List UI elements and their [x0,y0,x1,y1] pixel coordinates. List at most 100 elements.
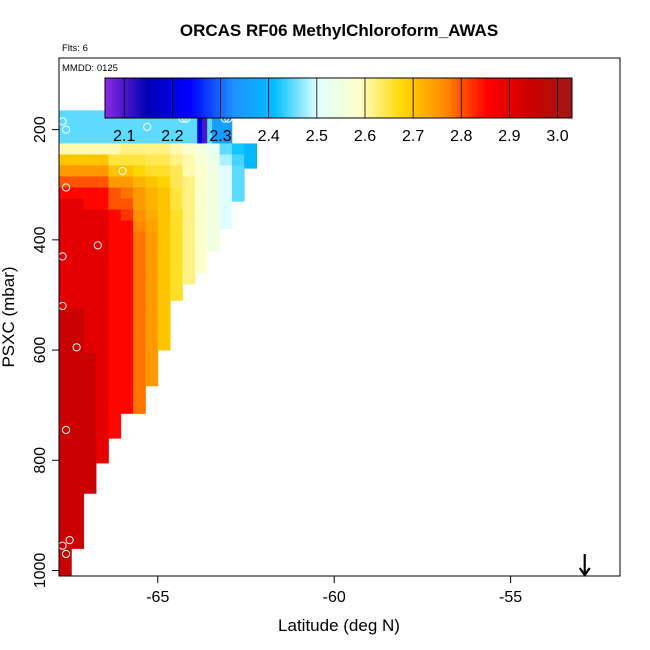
heatmap-cell [71,407,85,420]
colorbar-segment [331,78,336,118]
heatmap-cell [83,407,97,420]
colorbar-segment [111,78,116,118]
colorbar-segment [205,78,209,118]
colorbar-segment [505,78,510,118]
flights-note: Flts: 6 [62,43,88,54]
heatmap-cell [145,330,159,343]
heatmap-cell [71,319,85,332]
heatmap-cell [71,264,85,277]
heatmap-cell [170,154,183,166]
heatmap-cell [71,143,85,155]
heatmap-cell [133,363,146,376]
colorbar-segment [341,78,346,118]
heatmap-cell [157,231,171,244]
heatmap-cell [244,154,257,166]
heatmap-cell [59,562,72,574]
heatmap-cell [108,154,122,166]
colorbar-segment [148,78,153,118]
colorbar-segment [268,78,273,118]
x-tick-label: -65 [146,589,169,606]
heatmap-cell [108,330,122,343]
heatmap-cell [108,297,122,310]
chart-title: ORCAS RF06 MethylChloroform_AWAS [180,21,498,40]
colorbar-segment [531,78,536,118]
colorbar-segment [368,78,373,118]
colorbar-segment [385,78,390,118]
heatmap-cell [157,187,171,199]
colorbar-segment [465,78,470,118]
heatmap-cell [194,187,208,199]
colorbar-segment [401,78,406,118]
heatmap-cell [157,143,171,155]
heatmap-cell [96,418,109,431]
heatmap-cell [59,220,72,232]
colorbar-segment [518,78,523,118]
heatmap-cell [108,275,122,288]
heatmap-cell [207,165,220,177]
heatmap-cell [96,231,109,244]
heatmap-cell [120,264,134,277]
heatmap-cell [71,385,85,398]
heatmap-cell [59,374,72,387]
heatmap-cell [133,143,146,155]
heatmap-cell [83,485,97,494]
heatmap-cell [194,198,208,210]
colorbar-tick-label: 2.8 [450,128,472,145]
plot-frame [58,57,621,577]
colorbar-segment [311,78,316,118]
colorbar-segment [371,78,376,118]
y-tick-label: 800 [32,447,49,474]
heatmap-cell [59,330,72,343]
heatmap-cell [231,176,245,188]
colorbar-segment [225,78,229,118]
colorbar-tick-label: 2.6 [354,128,376,145]
heatmap-cell [83,231,97,244]
heatmap-cell [207,231,220,244]
heatmap-cell [194,231,208,244]
heatmap-cell [145,308,159,321]
heatmap-cell [207,154,220,166]
colorbar-segment [201,78,206,118]
heatmap-cell [83,308,97,321]
colorbar-segment [135,78,139,118]
heatmap-cell [120,275,134,288]
colorbar-segment [195,78,199,118]
observation-point [72,343,81,352]
heatmap-cell [145,253,159,266]
heatmap-cell [59,319,72,332]
heatmap-cell [170,209,183,221]
heatmap-cell [71,496,85,508]
heatmap-cell [59,275,72,288]
colorbar-segment [178,78,183,118]
colorbar-segment [231,78,236,118]
heatmap-cell [108,286,122,299]
heatmap-cell [145,286,159,299]
heatmap-cell [194,242,208,255]
heatmap-cell [157,110,164,144]
colorbar-segment [298,78,303,118]
heatmap-cell [145,319,159,332]
colorbar-segment [108,78,113,118]
heatmap-cell [59,209,72,221]
heatmap-cell [59,540,72,552]
colorbar-segment [378,78,383,118]
heatmap-cell [108,220,122,232]
heatmap-cell [71,440,85,453]
heatmap-cell [194,209,208,221]
heatmap-cell [63,110,70,144]
colorbar-segment [288,78,293,118]
heatmap-cell [71,474,85,486]
heatmap-cell [133,220,146,232]
colorbar-segment [445,78,450,118]
heatmap-cell [145,275,159,288]
y-axis-label: PSXC (mbar) [0,266,18,367]
colorbar-segment [475,78,480,118]
heatmap-cell [71,429,85,442]
heatmap-cell [120,231,134,244]
heatmap-cell [170,297,183,301]
y-tick-label: 600 [32,337,49,364]
colorbar-segment [395,78,400,118]
direction-arrow-icon [578,554,591,577]
colorbar-segment [415,78,420,118]
colorbar-segment [528,78,533,118]
